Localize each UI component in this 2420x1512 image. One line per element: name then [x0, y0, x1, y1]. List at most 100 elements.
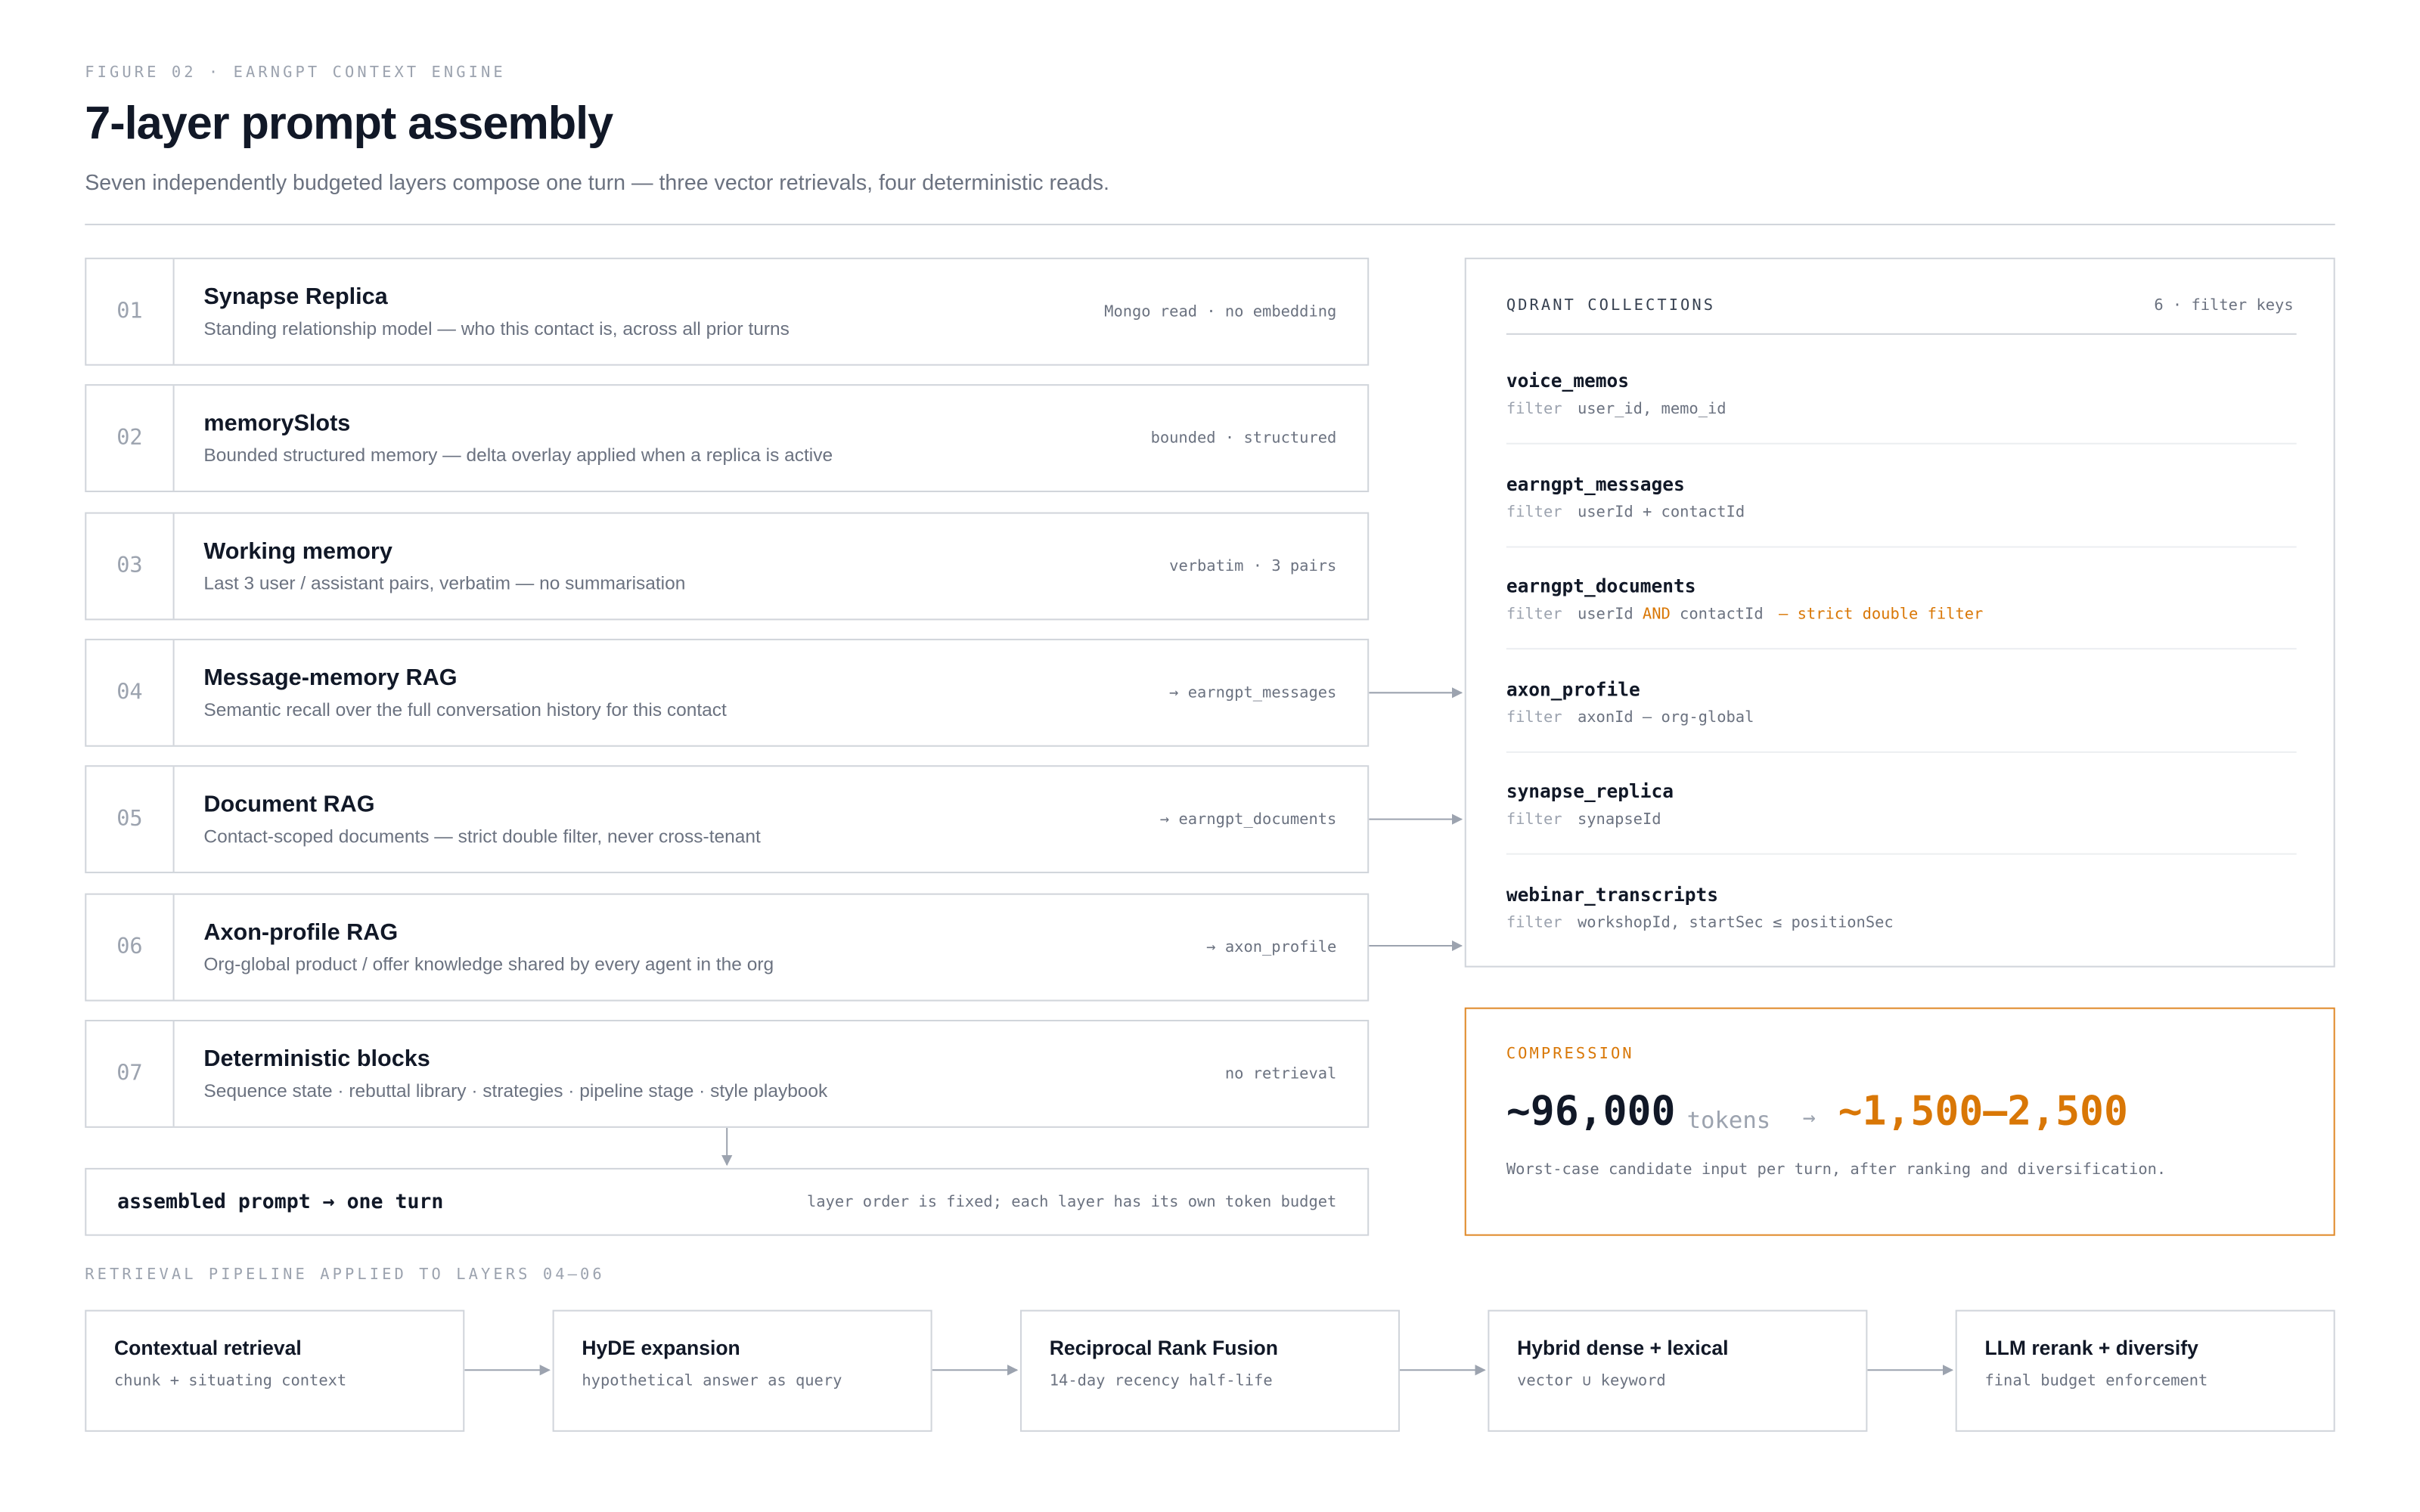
layer-card: 06 Axon-profile RAG Org-global product / o…: [85, 892, 1370, 1001]
layer-divider: [172, 640, 175, 745]
filter-note: — strict double filter: [1779, 606, 1984, 624]
subtitle: Seven independently budgeted layers comp…: [85, 169, 1109, 195]
filter-keys-second: contactId: [1680, 606, 1764, 624]
pipeline-step: Reciprocal Rank Fusion 14-day recency hal…: [1019, 1309, 1401, 1432]
layer-divider: [172, 1021, 175, 1126]
collection-rule: [1506, 751, 2297, 753]
kicker: FIGURE 02 · EARNGPT CONTEXT ENGINE: [85, 64, 506, 82]
assembled-box: assembled prompt → one turn layer order …: [85, 1167, 1370, 1236]
layer-card: 04 Message-memory RAG Semantic recall over…: [85, 638, 1370, 747]
qdrant-meta: 6 · filter keys: [2154, 297, 2294, 315]
layer-card: 07 Deterministic blocks Sequence state · r…: [85, 1019, 1370, 1128]
layer-card: 01 Synapse Replica Standing relationship m…: [85, 257, 1370, 366]
qdrant-panel: QDRANT COLLECTIONS 6 · filter keys voice…: [1464, 257, 2335, 968]
filter-keys: user_id, memo_id: [1578, 401, 1727, 418]
qdrant-heading: QDRANT COLLECTIONS: [1506, 297, 1716, 315]
layer-number: 05: [116, 807, 143, 832]
arrows: [464, 687, 1954, 1376]
layer-title: Message-memory RAG: [203, 665, 458, 692]
collection-rule: [1506, 545, 2297, 547]
layer-card: 03 Working memory Last 3 user / assistant …: [85, 511, 1370, 620]
layer-number: 02: [116, 426, 143, 451]
compression-from: ~96,000: [1506, 1089, 1676, 1136]
layer-card: 05 Document RAG Contact-scoped documents —…: [85, 765, 1370, 874]
pipeline-step: Hybrid dense + lexical vector ∪ keyword: [1488, 1309, 1868, 1432]
compression-label: COMPRESSION: [1506, 1046, 1634, 1064]
filter-keys-text: userId: [1577, 606, 1634, 624]
step-desc: hypothetical answer as query: [582, 1373, 842, 1390]
layer-desc: Bounded structured memory — delta overla…: [203, 445, 833, 466]
pipeline-label: RETRIEVAL PIPELINE APPLIED TO LAYERS 04–…: [85, 1266, 605, 1284]
filter-keys: axonId — org-global: [1578, 709, 1754, 726]
layer-desc: Org-global product / offer knowledge sha…: [203, 953, 774, 974]
filter-label: filter: [1506, 709, 1562, 727]
filter-label: filter: [1506, 915, 1562, 932]
layer-tag: → earngpt_messages: [1169, 684, 1337, 702]
collection-name: axon_profile: [1506, 678, 1640, 701]
layer-title: Deterministic blocks: [203, 1046, 430, 1072]
collection-name: earngpt_messages: [1506, 472, 1685, 495]
filter-note: — org-global: [1642, 709, 1754, 727]
layer-desc: Sequence state · rebuttal library · stra…: [203, 1080, 828, 1101]
layer-title: Document RAG: [203, 792, 375, 819]
filter-keys: workshopId, startSec ≤ positionSec: [1578, 915, 1894, 931]
filter-keys: userId + contactId: [1578, 504, 1745, 521]
layer-divider: [172, 513, 175, 618]
layer-title: Working memory: [203, 538, 392, 565]
step-desc: vector ∪ keyword: [1517, 1373, 1666, 1390]
layer-tag: → axon_profile: [1206, 938, 1337, 956]
title: 7-layer prompt assembly: [85, 98, 613, 150]
compression-box: COMPRESSION ~96,000 tokens → ~1,500–2,50…: [1464, 1007, 2335, 1236]
layer-tag: verbatim · 3 pairs: [1169, 557, 1337, 575]
step-title: Reciprocal Rank Fusion: [1049, 1336, 1278, 1359]
collection-filter: filter userId AND contactId — strict double …: [1506, 606, 1984, 623]
assembled-title: assembled prompt → one turn: [117, 1191, 444, 1215]
collection-filter: filter user_id, memo_id: [1506, 401, 1727, 418]
layer-divider: [172, 386, 175, 491]
layer-number: 04: [116, 680, 143, 705]
filter-label: filter: [1506, 401, 1562, 419]
layer-divider: [172, 894, 175, 999]
filter-keys-text: synapseId: [1577, 812, 1661, 829]
step-desc: final budget enforcement: [1984, 1373, 2208, 1390]
assembled-note: layer order is fixed; each layer has its…: [806, 1194, 1337, 1212]
filter-label: filter: [1506, 503, 1562, 521]
compression-to: ~1,500–2,500: [1838, 1089, 2128, 1136]
step-title: Contextual retrieval: [114, 1336, 302, 1359]
layer-title: Axon-profile RAG: [203, 919, 399, 945]
collection-filter: filter axonId — org-global: [1506, 709, 1754, 726]
filter-keys: userId AND contactId — strict double filter: [1578, 606, 1983, 623]
collection-filter: filter userId + contactId: [1506, 504, 1745, 521]
compression-arrow: →: [1802, 1106, 1816, 1131]
filter-op: AND: [1642, 606, 1671, 624]
layer-divider: [172, 259, 175, 364]
layer-number: 01: [116, 299, 143, 324]
qdrant-rule: [1506, 333, 2297, 335]
layer-desc: Semantic recall over the full conversati…: [203, 699, 727, 720]
pipeline-step: HyDE expansion hypothetical answer as que…: [552, 1309, 932, 1432]
collection-filter: filter synapseId: [1506, 812, 1661, 829]
collection-name: earngpt_documents: [1506, 575, 1696, 598]
step-desc: chunk + situating context: [114, 1373, 347, 1390]
layer-title: memorySlots: [203, 411, 351, 438]
collection-rule: [1506, 854, 2297, 856]
layer-number: 07: [116, 1061, 143, 1086]
layer-tag: Mongo read · no embedding: [1104, 304, 1337, 321]
layer-desc: Last 3 user / assistant pairs, verbatim …: [203, 572, 686, 593]
layer-tag: → earngpt_documents: [1159, 811, 1337, 829]
filter-label: filter: [1506, 606, 1562, 624]
collection-name: webinar_transcripts: [1506, 884, 1718, 906]
layer-tag: bounded · structured: [1150, 430, 1337, 448]
step-desc: 14-day recency half-life: [1049, 1373, 1273, 1390]
step-title: Hybrid dense + lexical: [1517, 1336, 1729, 1359]
step-title: HyDE expansion: [582, 1336, 740, 1359]
collection-name: synapse_replica: [1506, 781, 1674, 804]
collection-name: voice_memos: [1506, 370, 1630, 392]
filter-label: filter: [1506, 812, 1562, 829]
compression-desc: Worst-case candidate input per turn, aft…: [1506, 1161, 2167, 1179]
filter-keys-text: axonId: [1577, 709, 1634, 727]
pipeline-step: LLM rerank + diversify final budget enfor…: [1955, 1309, 2335, 1432]
filter-keys: synapseId: [1578, 812, 1661, 829]
layer-card: 02 memorySlots Bounded structured memory —…: [85, 384, 1370, 493]
